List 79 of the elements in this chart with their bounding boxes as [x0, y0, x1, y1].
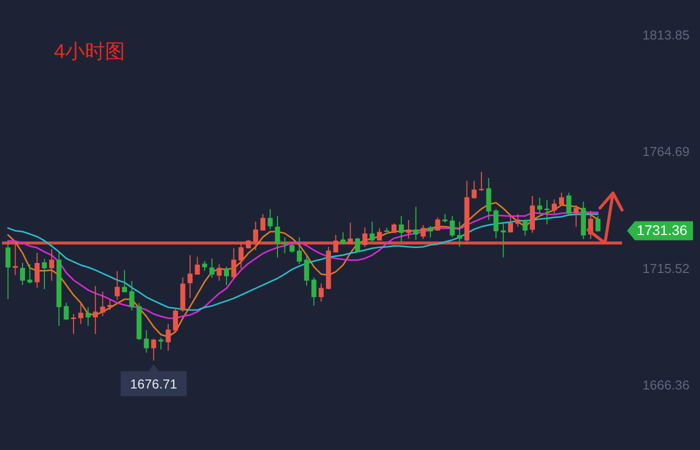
candlestick	[574, 204, 579, 228]
candlestick	[428, 225, 433, 238]
candlestick	[27, 264, 32, 284]
candlestick	[435, 217, 440, 232]
candlestick	[406, 220, 412, 240]
candlestick	[530, 196, 535, 234]
candlestick	[202, 260, 208, 272]
candlestick	[144, 330, 149, 354]
candlestick	[537, 197, 542, 214]
candlestick	[552, 198, 557, 214]
candlestick	[500, 222, 506, 258]
candlestick	[268, 208, 273, 230]
candlestick	[282, 236, 288, 254]
candlestick	[12, 241, 18, 276]
candlestick	[486, 178, 492, 221]
y-tick-label: 1813.85	[642, 28, 690, 43]
text: 4小时图	[54, 41, 126, 63]
candlestick	[42, 258, 47, 290]
candlestick	[158, 337, 164, 350]
candlestick	[49, 248, 54, 282]
candlestick	[318, 282, 324, 302]
annotation: 1676.71	[130, 376, 178, 392]
candlestick	[370, 221, 375, 242]
candlestick	[107, 300, 112, 310]
candlestick	[86, 306, 91, 326]
candlestick	[304, 256, 310, 286]
candlestick	[64, 302, 69, 320]
candlestick	[413, 206, 418, 240]
candlestick	[78, 302, 84, 324]
candlestick	[296, 236, 302, 265]
candlestick	[151, 338, 156, 361]
candlestick	[392, 222, 397, 234]
candlestick	[362, 226, 368, 248]
candlestick	[216, 264, 222, 282]
candlestick	[478, 171, 484, 192]
candlestick	[71, 314, 76, 334]
candlestick	[566, 192, 572, 216]
candlestick	[595, 215, 600, 232]
candlestick	[376, 228, 382, 241]
candlestick	[515, 214, 520, 228]
candlestick	[340, 232, 346, 244]
candlestick	[544, 200, 550, 225]
candlestick	[522, 218, 528, 236]
candlestick	[100, 291, 106, 317]
candlestick	[238, 241, 244, 269]
text: 1731.36	[636, 222, 688, 238]
candlestick	[34, 252, 40, 288]
candlestick	[355, 237, 360, 252]
candlestick	[188, 254, 193, 298]
candlestick	[260, 214, 266, 232]
y-tick-label: 1715.52	[642, 260, 690, 276]
candlestick	[122, 270, 128, 293]
candlestick	[253, 221, 258, 251]
candlestick	[450, 215, 455, 238]
candlestick	[348, 222, 353, 244]
candlestick	[231, 248, 236, 280]
candlestick	[173, 308, 178, 332]
candlestick	[333, 234, 338, 253]
candlestick	[274, 215, 280, 258]
candlestick	[420, 224, 426, 240]
candlestick	[508, 214, 514, 233]
y-tick-label: 1666.36	[642, 378, 690, 393]
candlestick	[559, 192, 564, 206]
candlestick	[209, 258, 214, 278]
candlestick	[20, 262, 26, 286]
candlestick	[493, 208, 498, 239]
candlestick	[457, 221, 462, 248]
candlestick	[398, 215, 404, 242]
candlestick	[290, 242, 295, 254]
candlestick	[194, 256, 200, 276]
candlestick	[129, 280, 134, 311]
candlestick	[224, 266, 229, 286]
y-tick-label: 1764.69	[642, 144, 690, 160]
candlestick	[166, 323, 171, 352]
candlestick	[5, 242, 10, 300]
candlestick	[92, 285, 98, 334]
candlestick	[311, 276, 316, 306]
candlestick	[114, 270, 120, 300]
candlestick	[472, 180, 477, 199]
